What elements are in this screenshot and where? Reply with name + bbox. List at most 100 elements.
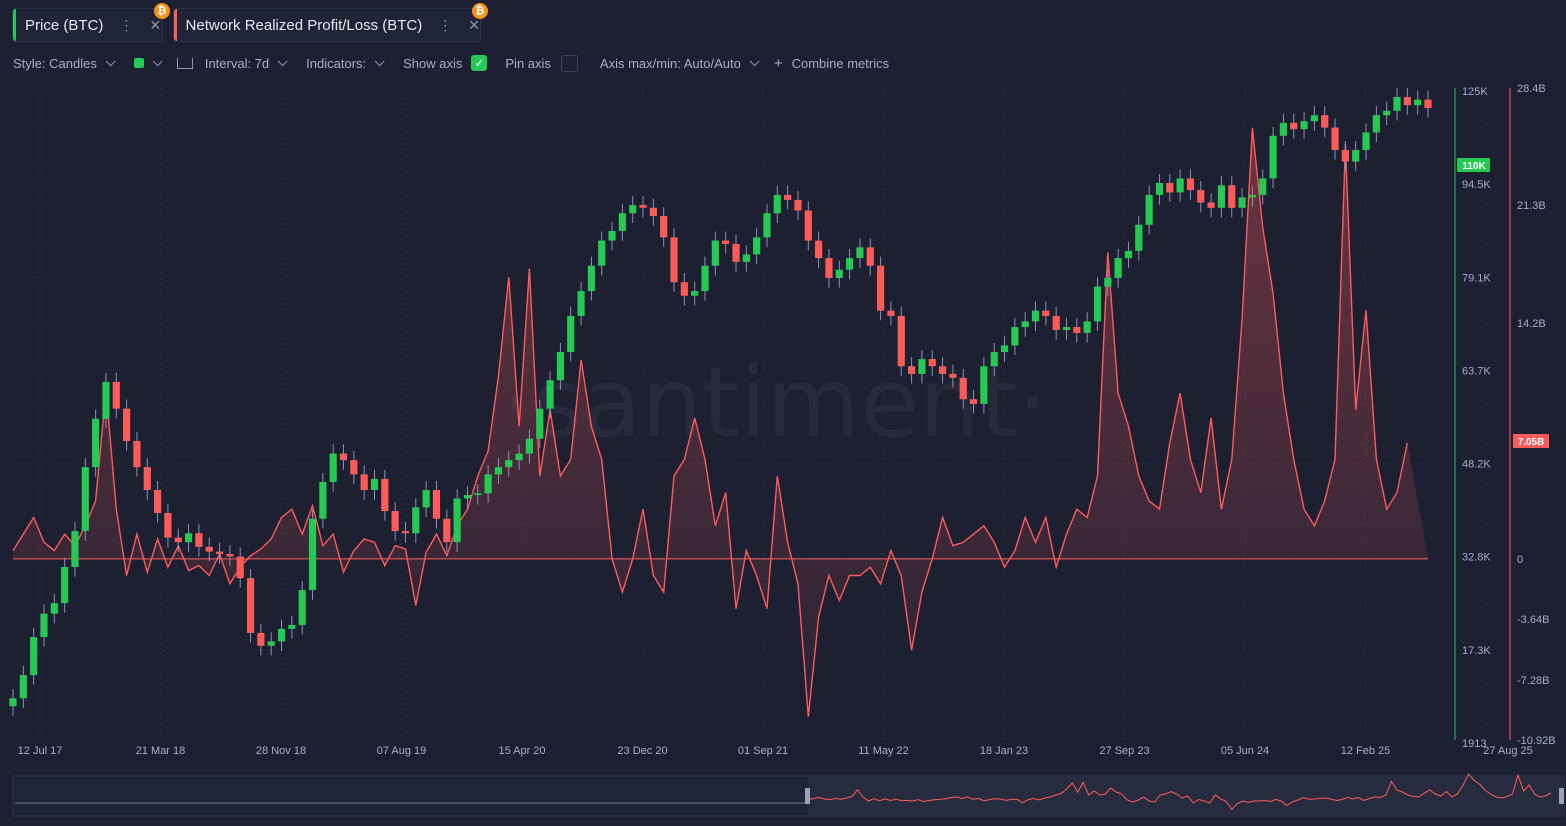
x-tick-label: 27 Sep 23 <box>1099 745 1149 757</box>
checkbox[interactable] <box>560 54 578 72</box>
x-tick-label: 07 Aug 19 <box>377 745 427 757</box>
x-tick-label: 12 Jul 17 <box>18 745 63 757</box>
candle-body <box>856 247 864 259</box>
candle-body <box>19 675 27 699</box>
candle-body <box>432 490 441 519</box>
price-series <box>9 87 1432 716</box>
candle-body <box>1414 99 1422 106</box>
price-tick-label: 79.1K <box>1462 272 1491 284</box>
x-tick-label: 11 May 22 <box>858 745 909 757</box>
candle-body <box>1031 310 1040 322</box>
candle-body <box>598 240 606 266</box>
candle-body <box>474 493 482 496</box>
current-npl-label: 7.05B <box>1518 437 1545 448</box>
candle-body <box>1290 122 1298 130</box>
candle-body <box>143 467 151 491</box>
candle-body <box>990 352 998 367</box>
candle-body <box>804 210 812 241</box>
tab-price-btc[interactable]: Price (BTC) ⋮ ✕ ₿ <box>12 3 170 42</box>
pin-axis-toggle[interactable]: Pin axis <box>505 54 578 72</box>
navigator-selection <box>808 776 1562 816</box>
candle-body <box>794 199 802 211</box>
combine-metrics-button[interactable]: + Combine metrics <box>774 55 889 72</box>
close-icon[interactable]: ✕ <box>149 16 162 33</box>
x-tick-label: 28 Nov 18 <box>256 745 306 757</box>
npl-tick-label: -7.28B <box>1517 675 1549 687</box>
candle-body <box>1155 182 1164 195</box>
candle-body <box>1073 327 1081 333</box>
candle-body <box>1176 178 1184 193</box>
candle-body <box>1000 345 1009 353</box>
candle-body <box>1238 197 1246 208</box>
candle-body <box>184 533 193 543</box>
more-options-icon[interactable]: ⋮ <box>438 16 453 33</box>
tab-label: Price (BTC) <box>25 16 104 34</box>
candle-body <box>391 511 399 532</box>
candle-body <box>1383 110 1391 116</box>
candle-body <box>350 460 358 475</box>
bitcoin-icon: ₿ <box>472 3 488 19</box>
candle-body <box>339 453 348 461</box>
indicators-label: Indicators: <box>306 55 367 71</box>
candle-body <box>1321 115 1329 128</box>
candle-body <box>753 237 761 255</box>
npl-tick-label: 28.4B <box>1517 83 1546 95</box>
navigator-series <box>807 773 1552 811</box>
candle-body <box>701 265 709 292</box>
candle-body <box>174 537 182 543</box>
candle-body <box>1124 250 1133 259</box>
candle-body <box>463 495 472 499</box>
combine-label: Combine metrics <box>791 55 890 71</box>
close-icon[interactable]: ✕ <box>468 16 480 33</box>
npl-tick-label: 21.3B <box>1517 200 1546 212</box>
navigator-left-handle <box>805 788 810 804</box>
candle-body <box>257 632 265 646</box>
candle-body <box>763 213 771 238</box>
candle-body <box>92 418 100 468</box>
show-axis-toggle[interactable]: Show axis ✓ <box>403 55 488 71</box>
candle-body <box>453 498 461 543</box>
candle-body <box>484 474 492 494</box>
candle-body <box>515 453 523 461</box>
candle-body <box>81 467 89 532</box>
candle-body <box>298 590 306 625</box>
candle-body <box>205 546 213 552</box>
candle-body <box>246 578 255 633</box>
candle-body <box>50 603 58 614</box>
candle-body <box>102 381 110 419</box>
price-tick-label: 32.8K <box>1462 552 1491 564</box>
candle-body <box>1011 327 1019 346</box>
show-axis-label: Show axis <box>403 55 463 71</box>
candle-body <box>1104 277 1112 287</box>
range-navigator[interactable] <box>12 773 1565 817</box>
axis-maxmin-label: Axis max/min: Auto/Auto <box>599 55 741 71</box>
candle-body <box>1310 115 1318 122</box>
candle-body <box>1197 190 1205 203</box>
interval-dropdown[interactable]: Interval: 7d <box>176 56 288 71</box>
indicators-dropdown[interactable]: Indicators: <box>306 55 385 71</box>
checkmark-icon[interactable]: ✓ <box>471 55 488 71</box>
candle-body <box>618 213 626 231</box>
candle-body <box>505 460 513 468</box>
candle-body <box>370 478 379 491</box>
candle-body <box>9 698 17 707</box>
price-tick-label: 94.5K <box>1462 179 1491 191</box>
tab-network-realized-profit-loss[interactable]: Network Realized Profit/Loss (BTC) ⋮ ✕ ₿ <box>173 3 488 42</box>
candle-body <box>308 518 317 591</box>
candle-body <box>587 265 595 292</box>
candle-body <box>319 481 327 519</box>
color-picker[interactable] <box>133 55 163 68</box>
candle-body <box>329 453 337 482</box>
tab-label: Network Realized Profit/Loss (BTC) <box>185 16 423 34</box>
style-dropdown[interactable]: Style: Candles <box>13 56 116 71</box>
candle-body <box>691 291 699 296</box>
candle-body <box>629 205 637 214</box>
candle-body <box>938 366 947 374</box>
candle-body <box>401 531 410 534</box>
more-options-icon[interactable]: ⋮ <box>119 16 134 33</box>
tab-color-stripe <box>174 9 177 41</box>
candle-body <box>742 254 750 262</box>
candle-body <box>1372 115 1380 133</box>
axis-maxmin-dropdown[interactable]: Axis max/min: Auto/Auto <box>599 55 760 71</box>
